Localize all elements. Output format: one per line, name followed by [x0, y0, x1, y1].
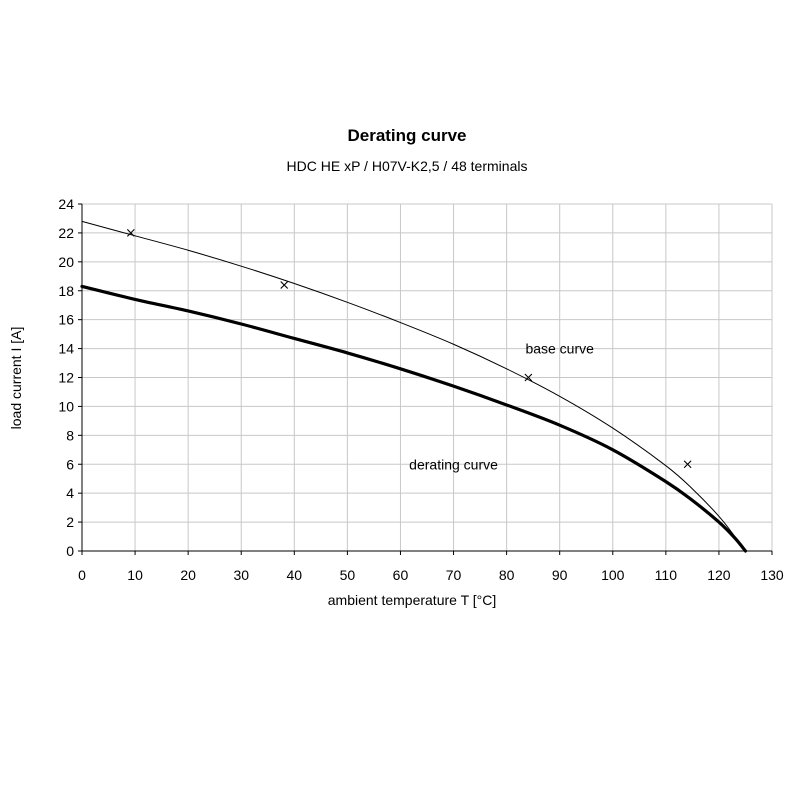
annotation-label: base curve — [525, 341, 594, 357]
x-tick-label: 110 — [655, 567, 678, 583]
series-group — [80, 220, 748, 553]
chart-title: Derating curve — [347, 126, 467, 145]
x-axis-label: ambient temperature T [°C] — [328, 592, 497, 608]
marker-stroke — [683, 460, 692, 469]
y-tick-label: 12 — [58, 370, 74, 386]
x-tick-label: 80 — [499, 567, 515, 583]
x-tick-label: 120 — [707, 567, 731, 583]
x-tick-label: 90 — [552, 567, 568, 583]
y-tick-label: 16 — [58, 312, 74, 328]
x-tick-label: 30 — [233, 567, 249, 583]
y-tick-label: 2 — [66, 514, 74, 530]
annotations-group: base curve derating curve — [409, 341, 594, 473]
x-tick-label: 60 — [393, 567, 409, 583]
derating-curve-line — [80, 284, 748, 553]
x-tick-label: 10 — [127, 567, 143, 583]
data-point-marker — [126, 229, 135, 237]
y-tick-label: 8 — [66, 427, 74, 443]
chart-subtitle: HDC HE xP / H07V-K2,5 / 48 terminals — [286, 158, 528, 174]
x-tick-label: 20 — [180, 567, 196, 583]
y-tick-label: 20 — [58, 254, 74, 270]
data-point-marker — [683, 460, 692, 469]
x-tick-label: 50 — [340, 567, 356, 583]
y-tick-label: 6 — [66, 456, 74, 472]
y-tick-label: 10 — [58, 398, 74, 414]
y-axis-label: load current I [A] — [8, 327, 24, 430]
data-point-marker — [524, 373, 533, 382]
axes — [78, 203, 773, 555]
x-tick-label: 130 — [760, 567, 784, 583]
marker-stroke — [126, 229, 135, 237]
x-tick-labels: 0 10 20 30 40 50 60 70 80 90 100 110 120 130 — [78, 567, 784, 583]
y-tick-label: 24 — [58, 196, 74, 212]
annotation-label: derating curve — [409, 456, 498, 472]
data-point-marker — [280, 281, 289, 289]
y-tick-label: 0 — [66, 543, 74, 559]
x-tick-label: 40 — [287, 567, 303, 583]
markers-group — [126, 229, 692, 469]
base-curve-line — [81, 220, 746, 552]
y-tick-label: 4 — [66, 485, 74, 501]
x-tick-label: 0 — [78, 567, 86, 583]
x-tick-label: 100 — [601, 567, 625, 583]
marker-stroke — [524, 373, 533, 382]
y-tick-label: 22 — [58, 225, 74, 241]
y-tick-label: 18 — [58, 283, 74, 299]
x-tick-label: 70 — [446, 567, 462, 583]
y-tick-label: 14 — [58, 341, 74, 357]
marker-stroke — [280, 281, 289, 289]
